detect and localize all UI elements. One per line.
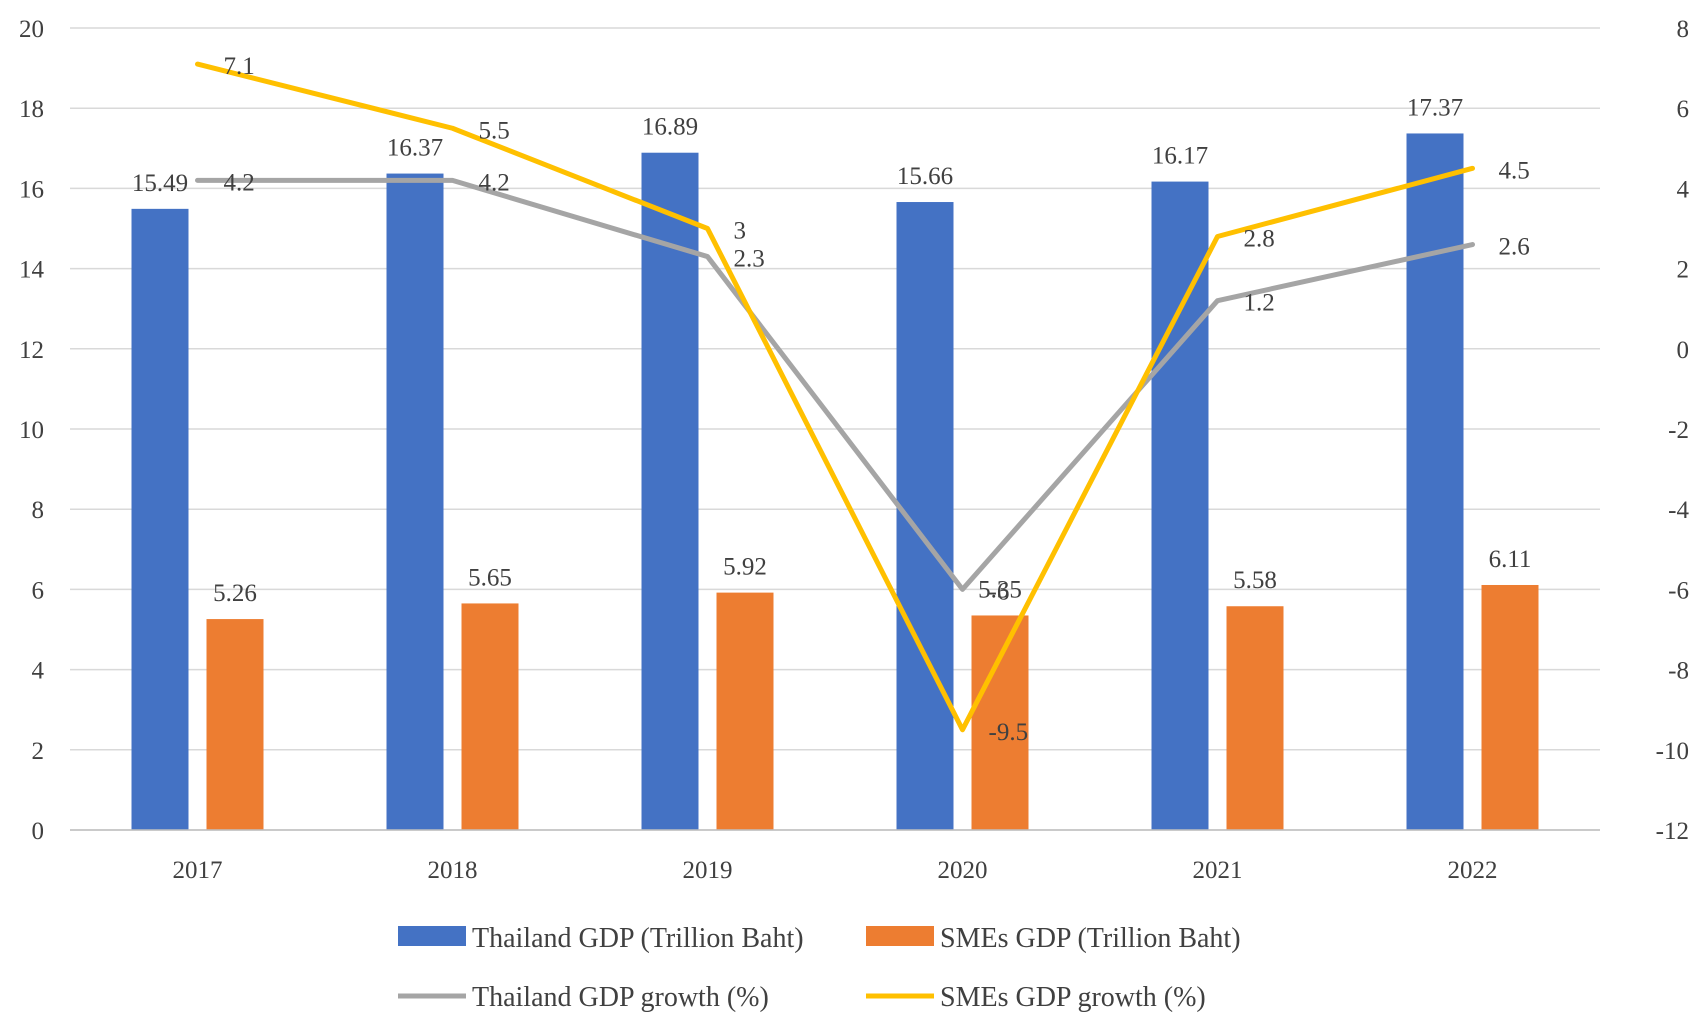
line-data-label: 4.5 bbox=[1499, 157, 1530, 184]
line-data-label: 4.2 bbox=[479, 169, 510, 196]
y-right-tick-label: -4 bbox=[1668, 497, 1689, 524]
line-data-label: 7.1 bbox=[224, 53, 255, 80]
bar-smes-gdp bbox=[461, 603, 519, 830]
bar-smes-gdp bbox=[1481, 584, 1539, 830]
y-left-tick-label: 20 bbox=[19, 16, 44, 43]
line-data-label: -6 bbox=[989, 578, 1010, 605]
y-right-tick-label: 0 bbox=[1677, 337, 1690, 364]
y-right-tick-label: 8 bbox=[1677, 16, 1690, 43]
bar-data-label: 6.11 bbox=[1489, 546, 1532, 573]
y-right-tick-label: -6 bbox=[1668, 577, 1689, 604]
line-series bbox=[195, 61, 1475, 733]
y-left-tick-label: 2 bbox=[32, 738, 45, 765]
x-tick-label: 2020 bbox=[938, 857, 988, 884]
bar-series bbox=[131, 133, 1539, 831]
y-right-tick-label: -8 bbox=[1668, 658, 1689, 685]
bar-thailand-gdp bbox=[1406, 133, 1464, 830]
line-thailand-gdp-growth bbox=[195, 177, 1475, 592]
bar-data-label: 5.26 bbox=[213, 580, 257, 607]
legend-swatch bbox=[866, 926, 934, 946]
x-tick-label: 2019 bbox=[683, 857, 733, 884]
legend-label: Thailand GDP growth (%) bbox=[472, 982, 769, 1013]
y-left-tick-label: 8 bbox=[32, 497, 45, 524]
legend: Thailand GDP (Trillion Baht) SMEs GDP (Tr… bbox=[398, 923, 1241, 1013]
line-data-label: 4.2 bbox=[224, 169, 255, 196]
bar-data-label: 15.66 bbox=[897, 163, 953, 190]
bar-smes-gdp bbox=[716, 592, 774, 830]
y-right-tick-label: 4 bbox=[1677, 176, 1690, 203]
y-left-tick-label: 12 bbox=[19, 337, 44, 364]
legend-label: SMEs GDP (Trillion Baht) bbox=[940, 923, 1241, 954]
bar-data-label: 15.49 bbox=[132, 170, 188, 197]
y-right-tick-label: -10 bbox=[1656, 738, 1689, 765]
bar-smes-gdp bbox=[1226, 606, 1284, 830]
y-right-tick-label: 2 bbox=[1677, 257, 1690, 284]
y-right-tick-label: 6 bbox=[1677, 96, 1690, 123]
x-tick-label: 2022 bbox=[1448, 857, 1498, 884]
line-data-label: 2.8 bbox=[1244, 226, 1275, 253]
y-right-tick-label: -2 bbox=[1668, 417, 1689, 444]
x-tick-label: 2017 bbox=[173, 857, 223, 884]
y-left-tick-label: 6 bbox=[32, 577, 45, 604]
line-data-label: 2.6 bbox=[1499, 234, 1530, 261]
y-left-tick-label: 0 bbox=[32, 818, 45, 845]
bar-data-label: 5.65 bbox=[468, 564, 512, 591]
line-data-label: -9.5 bbox=[989, 719, 1029, 746]
bar-smes-gdp bbox=[971, 615, 1029, 830]
y-left-tick-label: 18 bbox=[19, 96, 44, 123]
y-left-tick-label: 16 bbox=[19, 176, 44, 203]
y-left-tick-label: 10 bbox=[19, 417, 44, 444]
line-data-label: 2.3 bbox=[734, 246, 765, 273]
x-tick-label: 2018 bbox=[428, 857, 478, 884]
legend-label: SMEs GDP growth (%) bbox=[940, 982, 1206, 1013]
line-data-label: 5.5 bbox=[479, 117, 510, 144]
right-axis-ticks: -12 -10 -8 -6 -4 -2 0 2 4 6 8 bbox=[1656, 16, 1690, 845]
data-labels: 15.49 16.37 16.89 15.66 16.17 17.37 5.26 5.65 5.… bbox=[132, 53, 1532, 746]
bar-thailand-gdp bbox=[386, 173, 444, 831]
line-data-label: 3 bbox=[734, 218, 747, 245]
bar-data-label: 5.35 bbox=[978, 576, 1022, 603]
bar-smes-gdp bbox=[206, 619, 264, 830]
bar-data-label: 5.92 bbox=[723, 554, 767, 581]
line-data-label: 1.2 bbox=[1244, 290, 1275, 317]
bar-thailand-gdp bbox=[1151, 181, 1209, 830]
bar-data-label: 16.89 bbox=[642, 114, 698, 141]
bar-data-label: 16.17 bbox=[1152, 143, 1208, 170]
gridlines bbox=[70, 27, 1600, 831]
bar-data-label: 16.37 bbox=[387, 135, 443, 162]
legend-swatch bbox=[398, 926, 466, 946]
left-axis-ticks: 0 2 4 6 8 10 12 14 16 18 20 bbox=[19, 16, 45, 845]
y-right-tick-label: -12 bbox=[1656, 818, 1689, 845]
x-axis-ticks: 2017 2018 2019 2020 2021 2022 bbox=[70, 829, 1600, 884]
bar-data-label: 5.58 bbox=[1233, 567, 1277, 594]
y-left-tick-label: 4 bbox=[32, 658, 45, 685]
legend-label: Thailand GDP (Trillion Baht) bbox=[472, 923, 804, 954]
bar-data-label: 17.37 bbox=[1407, 94, 1463, 121]
line-smes-gdp-growth bbox=[195, 61, 1475, 733]
bar-thailand-gdp bbox=[131, 208, 189, 830]
y-left-tick-label: 14 bbox=[19, 257, 45, 284]
x-tick-label: 2021 bbox=[1193, 857, 1243, 884]
bar-thailand-gdp bbox=[641, 152, 699, 830]
